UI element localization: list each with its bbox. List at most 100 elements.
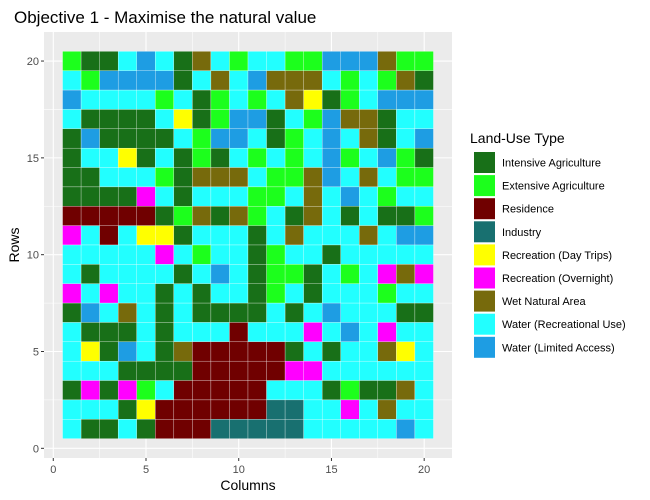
tile-c17-r14	[359, 167, 379, 188]
tile-c2-r9	[80, 264, 100, 284]
tile-c9-r12	[210, 206, 230, 226]
tile-c13-r11	[284, 225, 304, 246]
tile-c16-r7	[340, 302, 360, 323]
tile-c3-r1	[99, 419, 119, 439]
tile-c18-r13	[377, 186, 397, 207]
tile-c14-r19	[303, 70, 323, 91]
tile-c12-r6	[266, 322, 286, 343]
tile-c19-r5	[396, 341, 416, 362]
tile-c1-r18	[62, 89, 82, 110]
tile-c6-r8	[155, 283, 175, 304]
tile-c2-r6	[80, 322, 100, 343]
tile-c12-r13	[266, 186, 286, 207]
tile-c6-r4	[155, 360, 175, 381]
tile-c14-r7	[303, 302, 323, 323]
tile-c18-r12	[377, 206, 397, 226]
legend: Land-Use Type Intensive Agriculture Exten…	[470, 130, 626, 358]
tile-c11-r19	[247, 70, 267, 91]
chart-title: Objective 1 - Maximise the natural value	[14, 8, 316, 27]
tile-c3-r9	[99, 264, 119, 284]
tile-c4-r7	[117, 302, 137, 323]
tile-c11-r6	[247, 322, 267, 343]
tile-c20-r8	[414, 283, 434, 304]
x-tick-label: 20	[418, 464, 430, 476]
tile-c5-r1	[136, 419, 156, 439]
tile-c18-r19	[377, 70, 397, 91]
tile-c18-r10	[377, 244, 397, 265]
tile-c13-r10	[284, 244, 304, 265]
tile-c8-r5	[192, 341, 212, 362]
tile-c20-r2	[414, 399, 434, 420]
tile-c17-r12	[359, 206, 379, 226]
tile-c8-r17	[192, 109, 212, 130]
tile-c13-r12	[284, 206, 304, 226]
legend-swatch	[474, 313, 495, 335]
tile-c11-r2	[247, 399, 267, 420]
tile-c3-r12	[99, 206, 119, 226]
tile-c13-r4	[284, 360, 304, 381]
tile-c8-r10	[192, 244, 212, 265]
tile-c9-r14	[210, 167, 230, 188]
tile-c10-r2	[229, 399, 249, 420]
tile-c12-r18	[266, 89, 286, 110]
tile-c17-r17	[359, 109, 379, 130]
tile-c6-r11	[155, 225, 175, 246]
tile-c17-r16	[359, 128, 379, 149]
tile-c1-r7	[62, 302, 82, 323]
tile-c5-r15	[136, 147, 156, 168]
tile-c18-r20	[377, 51, 397, 71]
tile-c6-r9	[155, 264, 175, 284]
tile-c12-r19	[266, 70, 286, 91]
tile-c5-r9	[136, 264, 156, 284]
tile-c8-r19	[192, 70, 212, 91]
tile-c17-r5	[359, 341, 379, 362]
tile-c6-r17	[155, 109, 175, 130]
tile-c7-r19	[173, 70, 193, 91]
tile-c8-r3	[192, 380, 212, 401]
legend-item: Recreation (Day Trips)	[474, 244, 612, 266]
tile-c8-r4	[192, 360, 212, 381]
tile-c3-r10	[99, 244, 119, 265]
tile-c18-r5	[377, 341, 397, 362]
tile-c18-r4	[377, 360, 397, 381]
tile-c7-r17	[173, 109, 193, 130]
legend-swatch	[474, 221, 495, 243]
legend-swatch	[474, 152, 495, 173]
tile-c20-r6	[414, 322, 434, 343]
x-tick-label: 10	[233, 464, 245, 476]
tile-c1-r13	[62, 186, 82, 207]
tile-c18-r9	[377, 264, 397, 284]
tile-c19-r4	[396, 360, 416, 381]
tile-c5-r10	[136, 244, 156, 265]
tile-c7-r15	[173, 147, 193, 168]
tile-c11-r18	[247, 89, 267, 110]
tile-c14-r4	[303, 360, 323, 381]
tile-c3-r18	[99, 89, 119, 110]
tile-c8-r2	[192, 399, 212, 420]
tile-c3-r5	[99, 341, 119, 362]
tile-c10-r17	[229, 109, 249, 130]
tile-c14-r2	[303, 399, 323, 420]
tile-c8-r1	[192, 419, 212, 439]
tile-c20-r17	[414, 109, 434, 130]
tiles	[62, 51, 434, 439]
tile-c4-r6	[117, 322, 137, 343]
tile-c8-r20	[192, 51, 212, 71]
tile-c2-r1	[80, 419, 100, 439]
tile-c7-r20	[173, 51, 193, 71]
tile-c14-r8	[303, 283, 323, 304]
tile-c11-r8	[247, 283, 267, 304]
tile-c1-r2	[62, 399, 82, 420]
tile-c12-r3	[266, 380, 286, 401]
tile-c16-r15	[340, 147, 360, 168]
tile-c17-r8	[359, 283, 379, 304]
tile-c15-r10	[321, 244, 341, 265]
tile-c13-r20	[284, 51, 304, 71]
tile-c12-r9	[266, 264, 286, 284]
y-tick-label: 0	[33, 443, 39, 455]
tile-c19-r7	[396, 302, 416, 323]
tile-c2-r8	[80, 283, 100, 304]
tile-c20-r9	[414, 264, 434, 284]
tile-c15-r3	[321, 380, 341, 401]
tile-c9-r17	[210, 109, 230, 130]
